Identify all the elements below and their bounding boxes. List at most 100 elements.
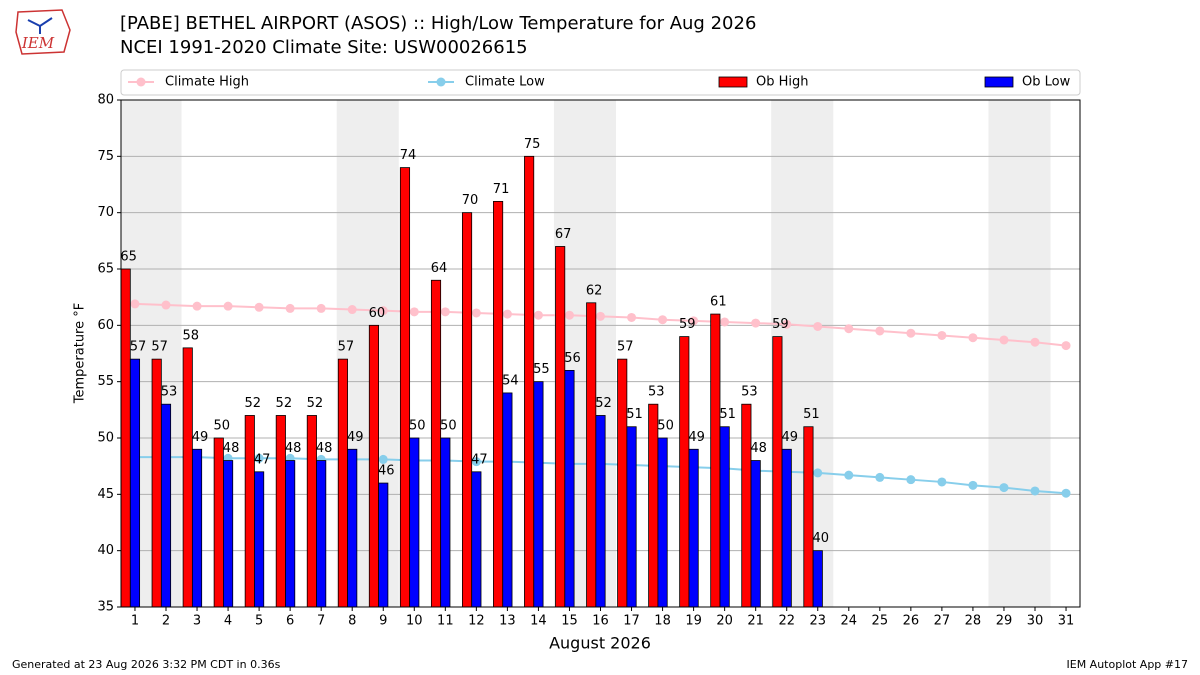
legend-label: Climate Low — [465, 75, 545, 90]
bar — [586, 302, 597, 607]
x-tick-label: 29 — [996, 614, 1013, 629]
value-label: 59 — [679, 317, 696, 332]
x-tick-label: 25 — [872, 614, 889, 629]
bar — [244, 415, 255, 607]
x-tick-label: 2 — [162, 614, 170, 629]
bar — [710, 313, 721, 607]
x-tick-label: 3 — [193, 614, 201, 629]
point — [223, 301, 233, 311]
plot-frame — [120, 99, 1081, 608]
value-label: 50 — [657, 419, 674, 434]
point — [1061, 341, 1071, 351]
bar — [182, 347, 193, 607]
bar — [812, 550, 823, 607]
x-tick-label: 31 — [1058, 614, 1075, 629]
value-label: 48 — [285, 441, 302, 456]
point — [471, 457, 481, 467]
legend-swatch — [718, 76, 748, 88]
legend-swatch — [984, 76, 1014, 88]
point — [844, 470, 854, 480]
chart-subtitle: NCEI 1991-2020 Climate Site: USW00026615 — [120, 37, 528, 58]
bar — [493, 200, 504, 607]
bar — [399, 167, 411, 607]
value-label: 67 — [555, 227, 572, 242]
value-label: 47 — [471, 452, 488, 467]
x-tick-label: 15 — [561, 614, 578, 629]
weekend-band — [988, 100, 1051, 607]
value-label: 49 — [688, 430, 705, 445]
bar — [803, 426, 814, 607]
x-tick-label: 18 — [654, 614, 671, 629]
point — [502, 309, 512, 319]
value-label: 51 — [803, 407, 820, 422]
value-label: 62 — [586, 283, 603, 298]
point — [689, 316, 699, 326]
value-label: 70 — [462, 193, 479, 208]
point — [906, 328, 916, 338]
point — [471, 308, 481, 318]
x-tick-label: 28 — [965, 614, 982, 629]
x-tick-label: 11 — [437, 614, 454, 629]
point — [968, 333, 978, 343]
point — [782, 319, 792, 329]
x-tick-label: 4 — [224, 614, 232, 629]
point — [968, 480, 978, 490]
value-label: 50 — [213, 419, 230, 434]
value-label: 58 — [182, 328, 199, 343]
bar — [409, 437, 420, 607]
y-tick-label: 60 — [97, 318, 114, 333]
point — [347, 305, 357, 315]
bar — [679, 336, 690, 607]
y-tick-label: 80 — [97, 93, 114, 108]
y-tick-label: 50 — [97, 431, 114, 446]
bar — [719, 426, 730, 607]
footer-left: Generated at 23 Aug 2026 3:32 PM CDT in … — [12, 658, 281, 671]
x-tick-label: 16 — [592, 614, 609, 629]
bar — [617, 358, 628, 607]
x-tick-label: 8 — [348, 614, 356, 629]
logo: IEM — [15, 9, 71, 55]
value-label: 54 — [502, 373, 519, 388]
point — [720, 317, 730, 327]
value-label: 50 — [440, 419, 457, 434]
value-label: 57 — [338, 340, 355, 355]
x-tick-label: 23 — [809, 614, 826, 629]
legend-marker — [436, 77, 446, 87]
bar — [555, 246, 566, 607]
value-label: 49 — [192, 430, 209, 445]
point — [440, 307, 450, 317]
bar — [129, 358, 141, 607]
value-label: 65 — [120, 250, 137, 265]
bar — [213, 437, 224, 607]
bar — [191, 448, 203, 607]
value-label: 52 — [307, 396, 324, 411]
x-tick-label: 5 — [255, 614, 263, 629]
bar — [223, 460, 234, 607]
x-tick-label: 22 — [778, 614, 795, 629]
point — [254, 302, 264, 312]
point — [285, 303, 295, 313]
y-tick-label: 40 — [97, 543, 114, 558]
bar — [502, 392, 513, 607]
bar — [471, 471, 482, 607]
bar — [781, 448, 792, 607]
point — [627, 312, 637, 322]
value-label: 59 — [772, 317, 789, 332]
x-axis-label: August 2026 — [549, 634, 651, 653]
bar — [564, 369, 575, 607]
x-tick-label: 7 — [317, 614, 325, 629]
legend — [120, 69, 1081, 96]
point — [564, 310, 574, 320]
x-tick-label: 12 — [468, 614, 485, 629]
value-label: 52 — [276, 396, 293, 411]
bar — [121, 268, 131, 607]
legend-label: Ob High — [756, 75, 809, 90]
bar — [316, 460, 327, 607]
x-tick-label: 21 — [747, 614, 764, 629]
point — [130, 299, 140, 309]
value-label: 51 — [626, 407, 643, 422]
point — [875, 326, 885, 336]
bar — [285, 460, 296, 607]
value-label: 49 — [347, 430, 364, 445]
y-tick-label: 35 — [97, 600, 114, 615]
